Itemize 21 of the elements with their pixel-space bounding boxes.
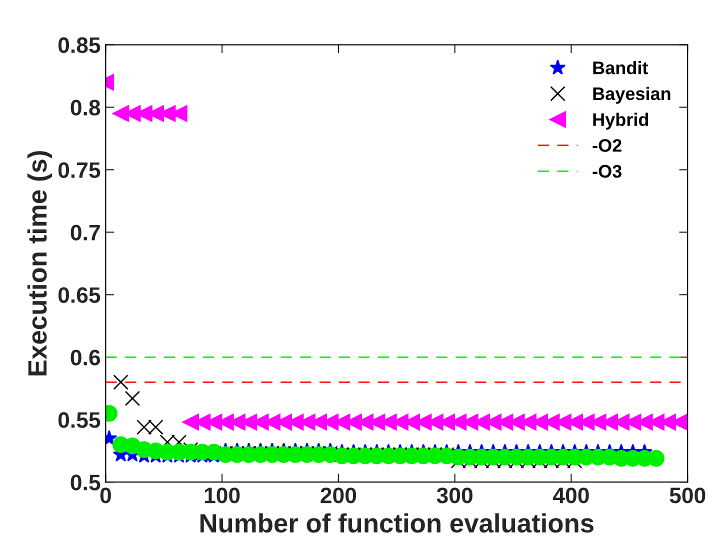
y-tick-label: 0.55 [58,412,100,428]
x-tick-label: 200 [320,488,356,504]
y-tick-label: 0.85 [58,37,100,54]
legend-label: -O2 [592,139,622,152]
legend-label: Bayesian [593,86,670,104]
x-tick-label: 400 [553,488,589,504]
x-tick-label: 500 [670,488,706,504]
x-tick-label: 0 [100,488,111,504]
y-tick-label: 0.8 [70,100,100,116]
y-tick-label: 0.75 [58,162,100,178]
x-axis-title: Number of function evaluations [200,513,594,533]
y-tick-label: 0.5 [70,474,100,490]
y-tick-label: 0.7 [70,224,100,240]
legend-label: Hybrid [593,112,648,130]
x-tick-label: 300 [436,488,472,504]
y-tick-label: 0.65 [58,287,100,303]
y-axis-title: Execution time (s) [27,151,52,376]
legend-label: Bandit [593,61,648,74]
legend-label: -O3 [592,164,622,178]
y-tick-label: 0.6 [70,350,100,366]
x-tick-label: 100 [204,488,240,504]
